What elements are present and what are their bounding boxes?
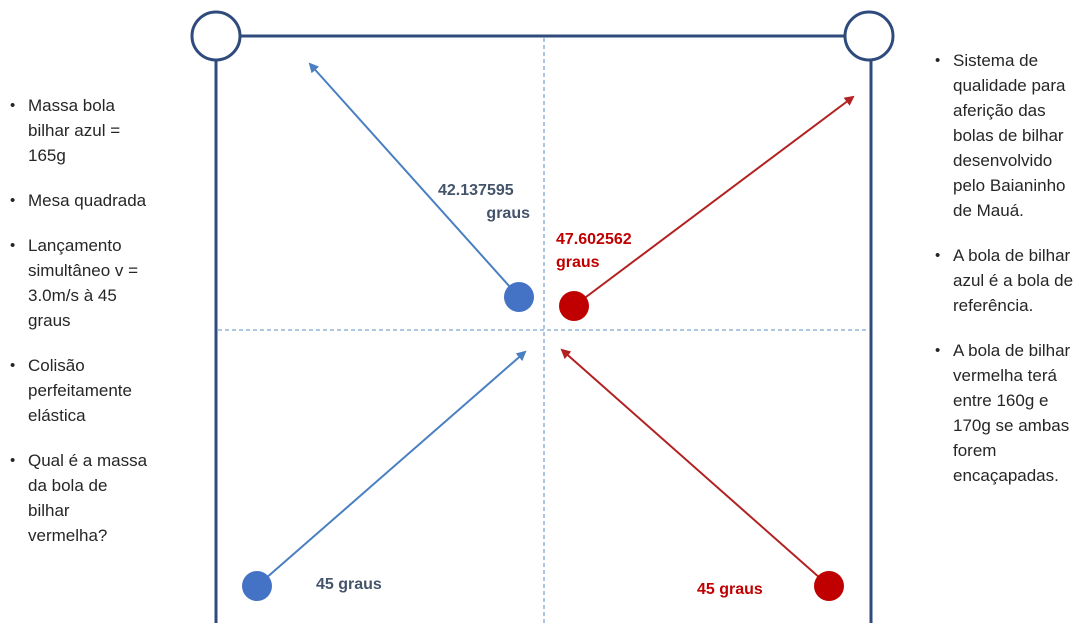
red-ball-after-collision: [559, 291, 589, 321]
note-simultaneous-launch: Lançamento simultâneo v = 3.0m/s à 45 gr…: [2, 233, 152, 333]
blue-ball-start: [242, 571, 272, 601]
red-outgoing-arrow: [573, 95, 855, 307]
blue-outgoing-angle-label: 42.137595 graus: [438, 179, 548, 225]
note-red-ball-range: A bola de bilhar vermelha terá entre 160…: [927, 338, 1077, 488]
blue-ball-after-collision: [504, 282, 534, 312]
blue-incoming-angle-label: 45 graus: [316, 576, 382, 593]
note-question: Qual é a massa da bola de bilhar vermelh…: [2, 448, 152, 548]
blue-outgoing-angle-value: 42.137595: [438, 182, 514, 199]
red-ball-start: [814, 571, 844, 601]
note-square-table: Mesa quadrada: [2, 188, 152, 213]
red-outgoing-angle-label: 47.602562 graus: [556, 228, 632, 274]
blue-outgoing-arrow: [308, 62, 520, 298]
pocket-top-right: [843, 10, 895, 62]
red-outgoing-angle-unit: graus: [556, 254, 600, 271]
red-outgoing-angle-value: 47.602562: [556, 231, 632, 248]
blue-incoming-arrow: [256, 350, 527, 587]
note-reference-ball: A bola de bilhar azul é a bola de referê…: [927, 243, 1077, 318]
note-elastic-collision: Colisão perfeitamente elástica: [2, 353, 152, 428]
problem-statement-list: Massa bola bilhar azul = 165g Mesa quadr…: [2, 93, 152, 568]
red-incoming-angle-label: 45 graus: [697, 581, 763, 598]
note-blue-ball-mass: Massa bola bilhar azul = 165g: [2, 93, 152, 168]
quality-system-list: Sistema de qualidade para aferição das b…: [927, 48, 1077, 508]
blue-outgoing-angle-unit: graus: [486, 205, 530, 222]
pocket-top-left: [190, 10, 242, 62]
red-incoming-arrow: [560, 348, 830, 587]
note-quality-system: Sistema de qualidade para aferição das b…: [927, 48, 1077, 223]
